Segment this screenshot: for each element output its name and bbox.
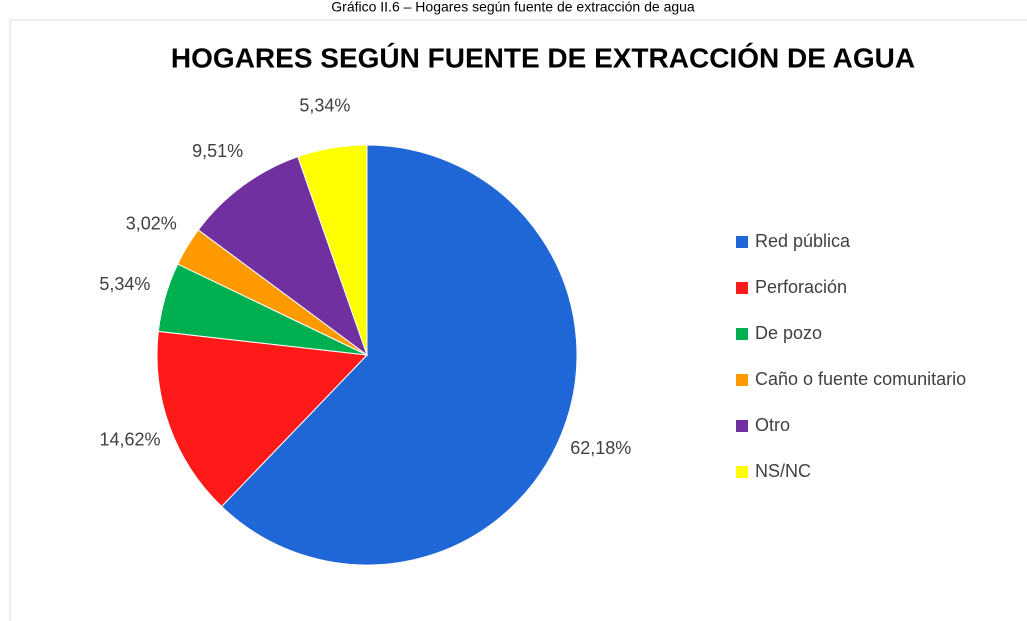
legend-swatch (736, 420, 748, 432)
pie-slice (297, 144, 368, 356)
legend-label: De pozo (755, 323, 822, 343)
data-label: 3,02% (126, 214, 177, 234)
legend-swatch (736, 466, 748, 478)
legend-label: Perforación (755, 277, 847, 297)
pie-slice (220, 144, 578, 566)
data-label: 5,34% (99, 274, 150, 294)
caption: Gráfico II.6 – Hogares según fuente de e… (331, 0, 695, 15)
legend-swatch (736, 328, 748, 340)
chart-title: HOGARES SEGÚN FUENTE DE EXTRACCIÓN DE AG… (171, 42, 915, 73)
legend-label: NS/NC (755, 461, 811, 481)
data-label: 5,34% (299, 95, 350, 115)
legend-label: Red pública (755, 231, 851, 251)
data-label: 9,51% (192, 141, 243, 161)
legend-label: Otro (755, 415, 790, 435)
pie-slice (156, 330, 369, 508)
data-label: 62,18% (570, 438, 631, 458)
pie-slice (197, 156, 369, 357)
legend-swatch (736, 374, 748, 386)
legend-swatch (736, 282, 748, 294)
data-label: 14,62% (99, 429, 160, 449)
legend-label: Caño o fuente comunitario (755, 369, 966, 389)
legend-swatch (736, 236, 748, 248)
